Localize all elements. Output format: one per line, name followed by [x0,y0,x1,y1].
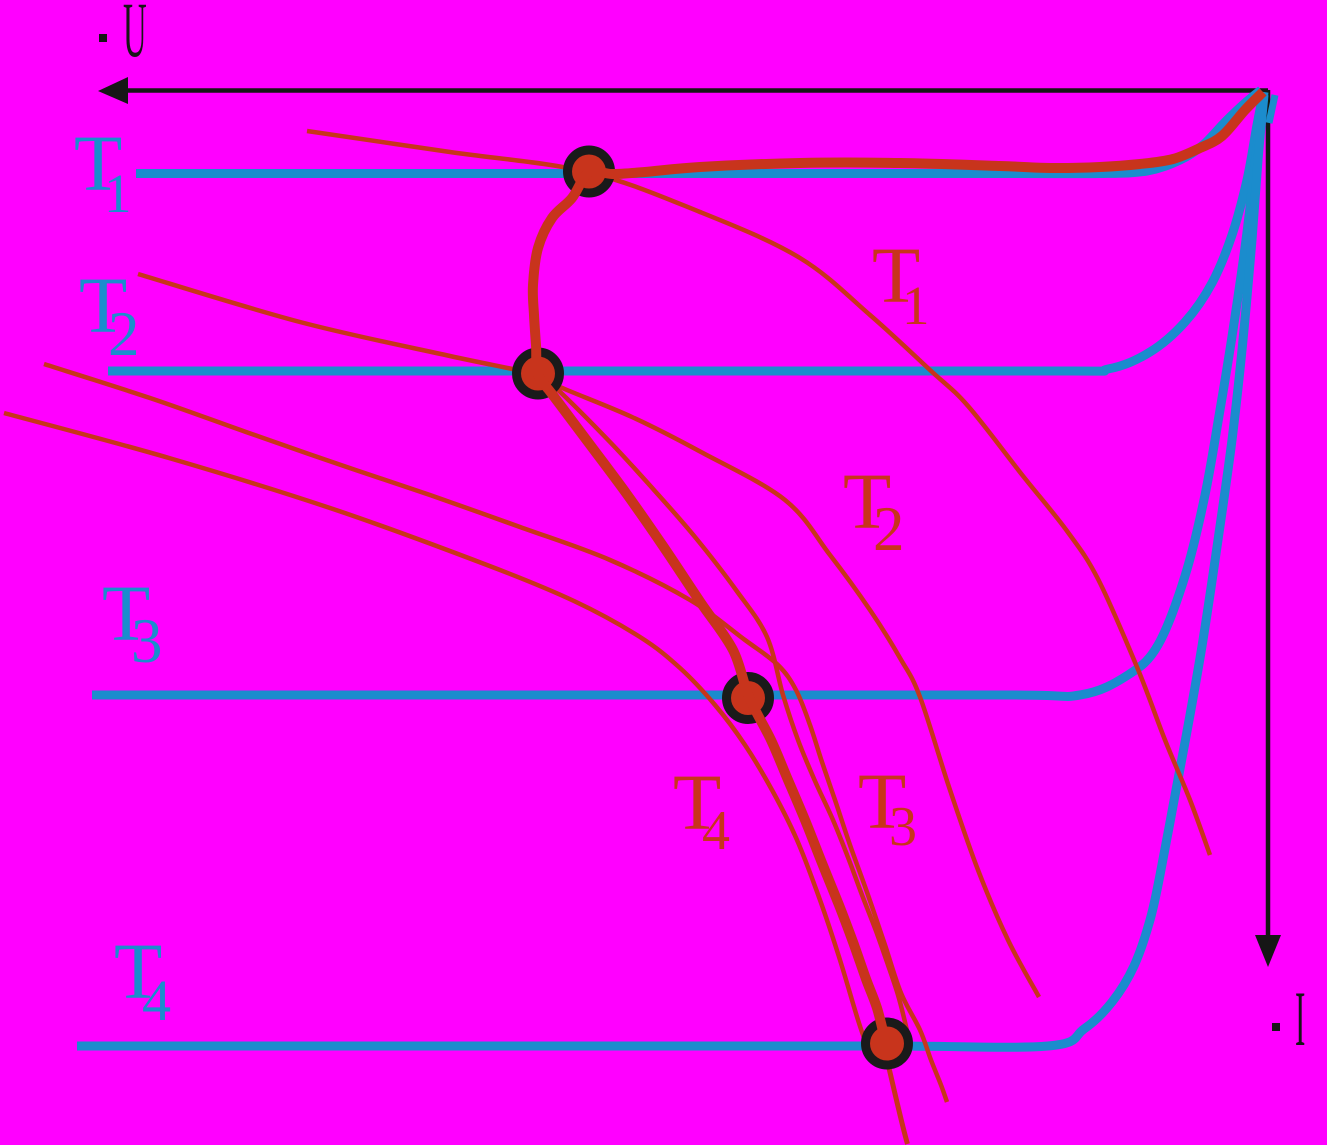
svg-text:U: U [123,0,147,73]
svg-text:I: I [1295,975,1305,1062]
svg-text:T: T [74,121,122,208]
svg-text:2: 2 [873,494,905,564]
svg-text:T: T [872,233,920,320]
svg-text:T: T [843,459,891,546]
svg-text:3: 3 [889,796,917,858]
svg-text:4: 4 [702,800,730,862]
svg-text:2: 2 [108,299,140,369]
svg-text:T: T [673,760,721,847]
svg-text:T: T [858,759,906,846]
svg-text:T: T [102,571,150,658]
svg-text:3: 3 [131,606,163,676]
svg-text:T: T [114,929,162,1016]
svg-text:T: T [79,263,127,350]
svg-text:1: 1 [902,275,930,336]
svg-text:1: 1 [104,163,132,224]
svg-text:4: 4 [142,968,171,1033]
